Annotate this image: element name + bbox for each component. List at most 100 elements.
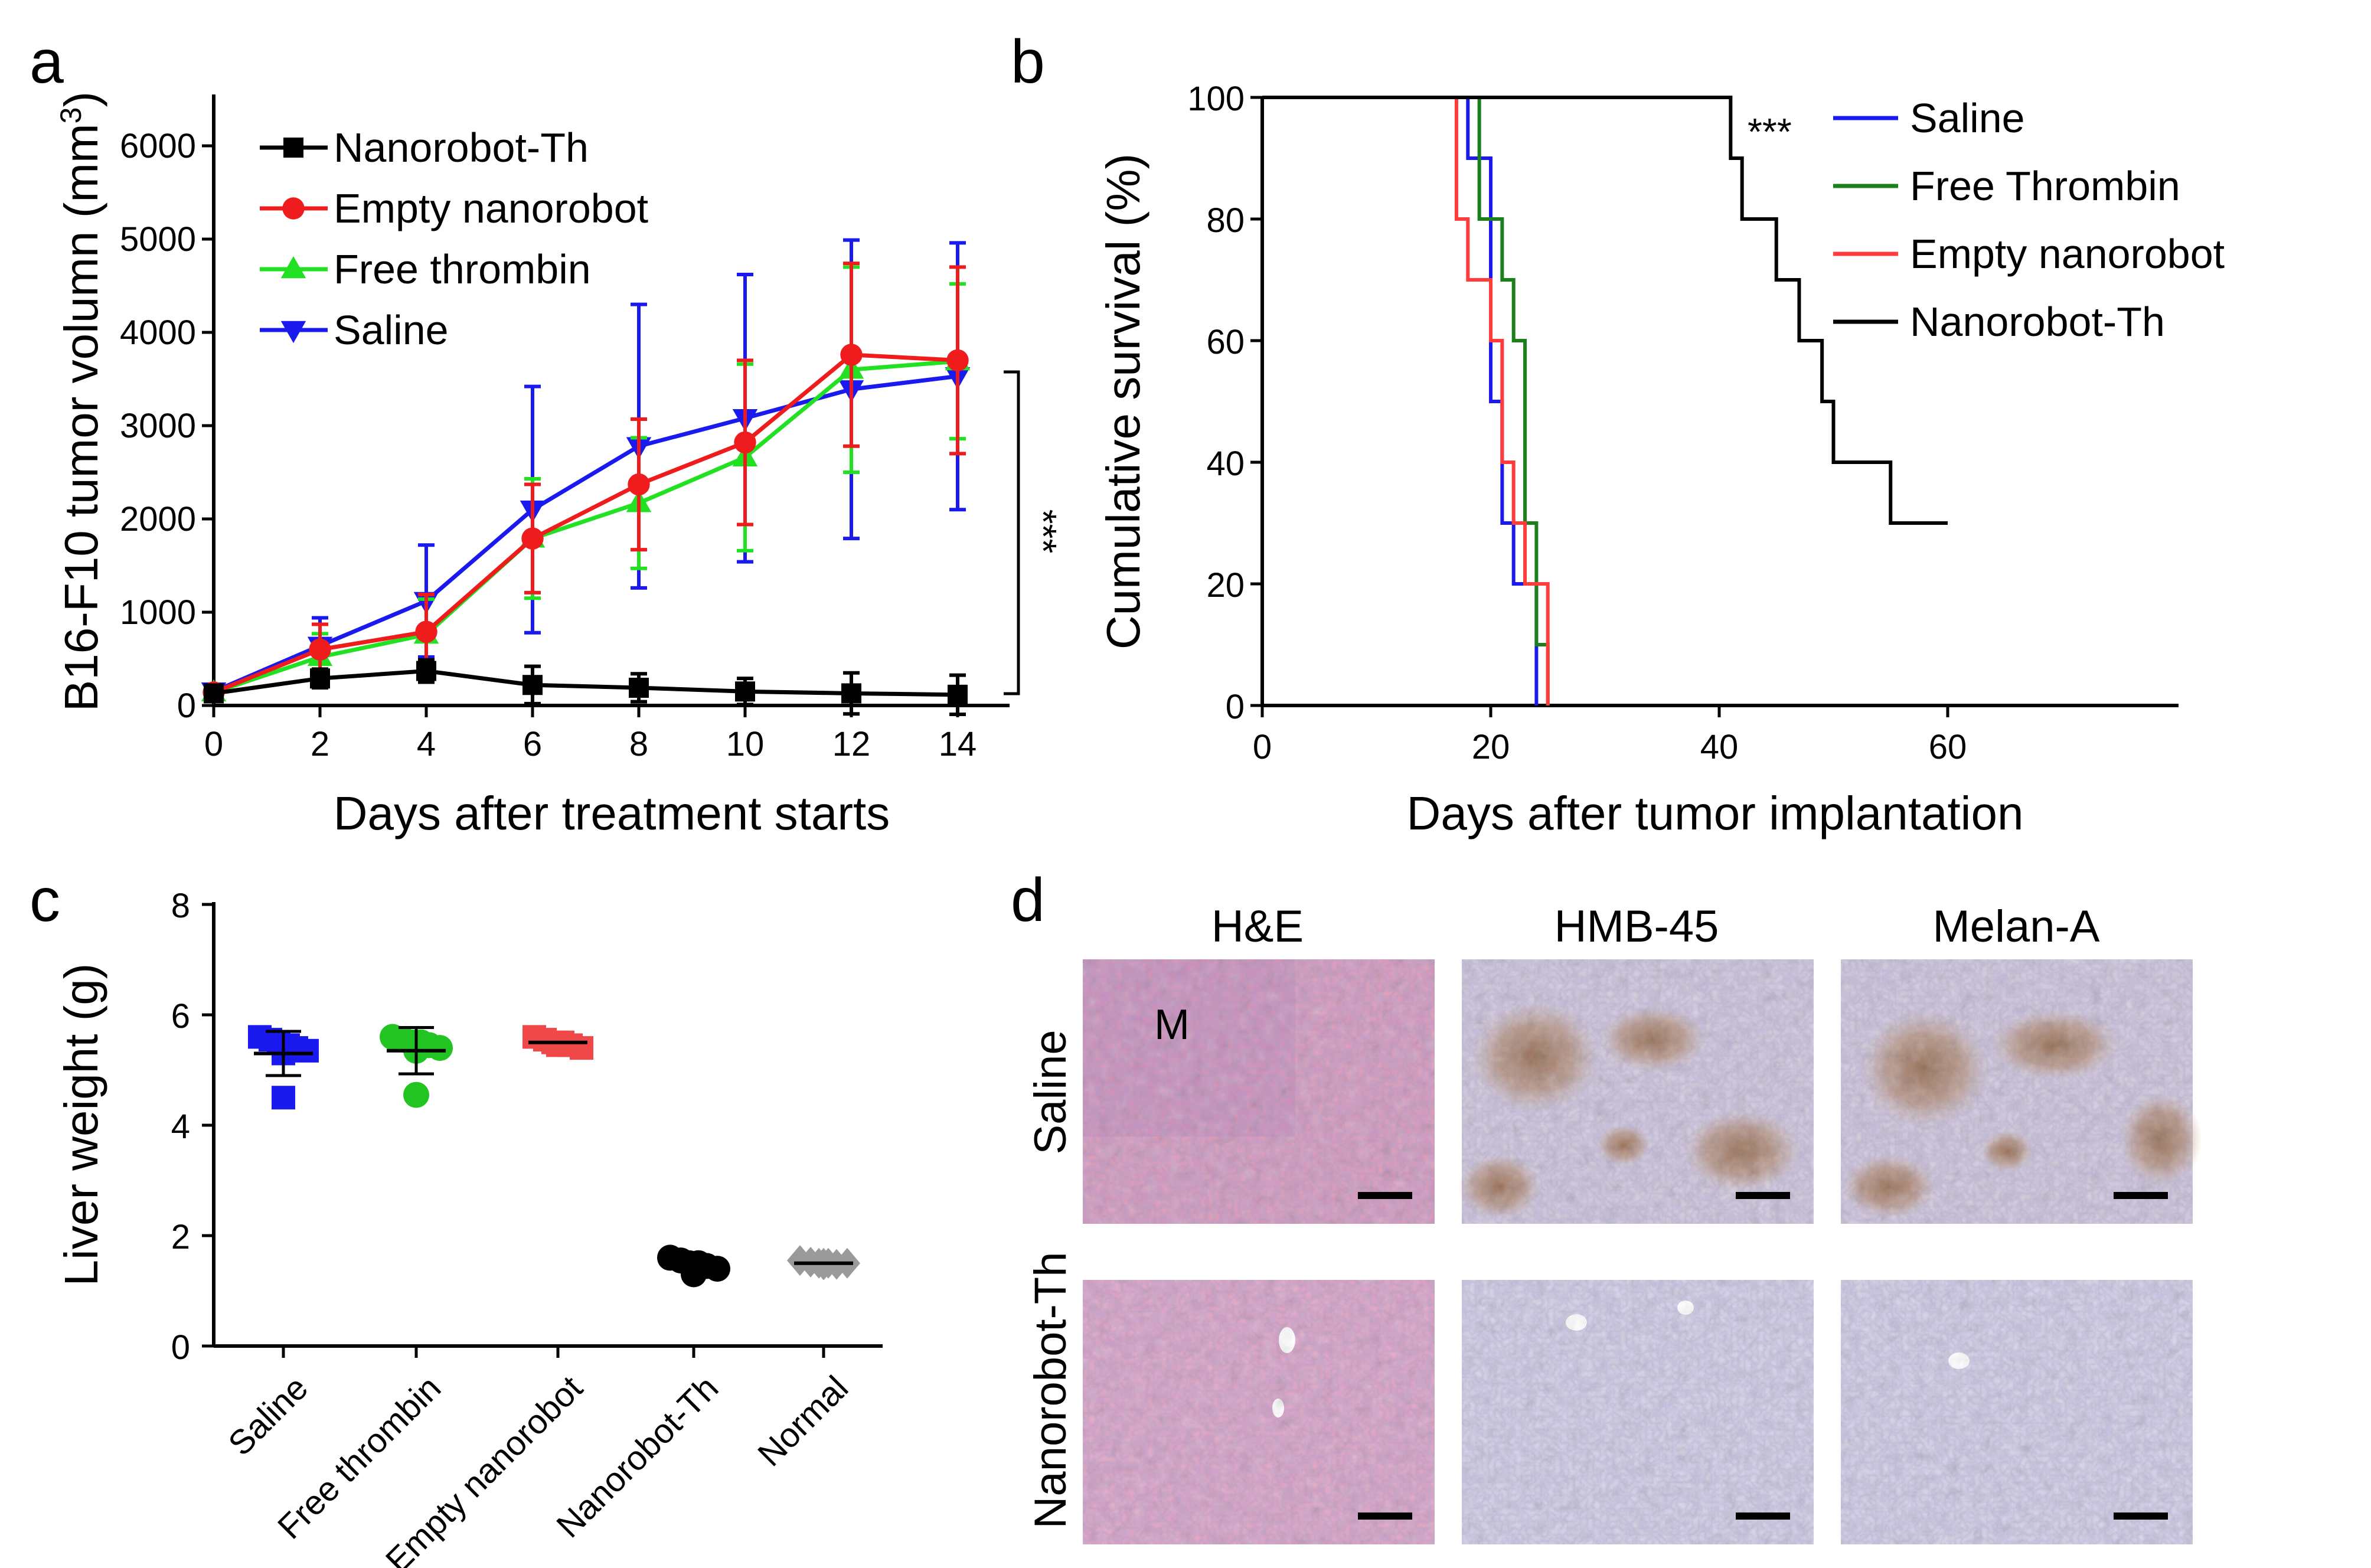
panel-label-d: d xyxy=(1011,866,1045,935)
x-axis-label-b: Days after tumor implantation xyxy=(1407,787,2024,839)
data-point xyxy=(521,527,544,550)
data-point xyxy=(840,344,863,366)
histology-row-nanorobot: Nanorobot-Th xyxy=(1026,1252,1076,1529)
x-tick-label-b: 60 xyxy=(1929,728,1967,766)
series-line xyxy=(213,669,958,697)
data-point xyxy=(570,1036,593,1060)
data-point xyxy=(310,668,330,689)
y-axis-label-a: B16-F10 tumor volumn (mm3) xyxy=(54,92,107,711)
data-point xyxy=(204,683,224,704)
tumor-volume-chart: 0 1000 2000 3000 4000 5000 6000 0 2 4 6 8 10 12 14 Da… xyxy=(54,92,1064,839)
y-tick-label-a: 0 xyxy=(177,687,196,725)
data-point xyxy=(522,675,543,695)
y-axis-label-a-close: ) xyxy=(55,92,107,107)
y-axis-label-c: Liver weight (g) xyxy=(55,963,107,1286)
x-tick-label-b: 20 xyxy=(1472,728,1510,766)
x-tick-label-a: 12 xyxy=(832,725,871,763)
legend-marker xyxy=(282,197,305,220)
x-tick-label-a: 4 xyxy=(417,725,436,763)
histology-col-he: H&E xyxy=(1211,901,1304,952)
micrograph-saline-hmb45 xyxy=(1458,959,1814,1224)
histology-col-melana: Melan-A xyxy=(1933,901,2100,952)
significance-bracket-a xyxy=(1004,370,1020,695)
data-point xyxy=(734,431,756,454)
data-point xyxy=(704,1256,730,1282)
y-tick-label-a: 4000 xyxy=(120,313,196,352)
data-point xyxy=(735,681,755,702)
group-saline xyxy=(248,1025,319,1110)
x-tick-label-a: 10 xyxy=(726,725,765,763)
legend-marker xyxy=(280,256,306,279)
data-point xyxy=(427,1035,453,1061)
legend-label: Empty nanorobot xyxy=(1910,231,2225,277)
data-point xyxy=(309,638,331,661)
data-point xyxy=(841,683,861,704)
legend-label: Nanorobot-Th xyxy=(334,125,589,171)
y-tick-label-a: 2000 xyxy=(120,500,196,538)
series-line xyxy=(213,374,958,694)
data-point xyxy=(946,349,969,372)
data-point xyxy=(416,661,436,681)
data-point xyxy=(272,1086,295,1110)
micrograph-saline-he: M xyxy=(1083,959,1435,1224)
micrograph-nanorobot-melana xyxy=(1841,1280,2193,1544)
y-tick-label-b: 20 xyxy=(1206,566,1245,605)
y-tick-label-c: 0 xyxy=(171,1328,190,1367)
panel-label-b: b xyxy=(1011,28,1045,96)
category-label: Normal xyxy=(750,1368,855,1474)
y-tick-label-a: 5000 xyxy=(120,220,196,259)
data-point xyxy=(948,684,968,705)
y-tick-label-a: 1000 xyxy=(120,593,196,632)
series-line xyxy=(213,359,958,695)
micrograph-saline-melana xyxy=(1841,959,2202,1224)
category-label: Saline xyxy=(221,1368,315,1463)
group-free-thrombin xyxy=(380,1024,453,1108)
series-line xyxy=(213,352,958,695)
y-tick-label-b: 40 xyxy=(1206,445,1245,483)
panel-label-a: a xyxy=(30,28,64,96)
data-point xyxy=(403,1082,429,1108)
legend-label: Free thrombin xyxy=(334,246,591,292)
group-empty-nanorobot xyxy=(522,1025,593,1060)
significance-stars-a: *** xyxy=(1022,509,1064,554)
x-tick-label-a: 8 xyxy=(629,725,648,763)
micrograph-nanorobot-he xyxy=(1083,1280,1435,1544)
metastasis-marker: M xyxy=(1154,1001,1190,1048)
y-tick-label-a: 6000 xyxy=(120,127,196,165)
x-tick-label-b: 0 xyxy=(1253,728,1272,766)
panel-label-c: c xyxy=(30,866,60,935)
legend-label: Saline xyxy=(1910,95,2025,141)
survival-curve-nanorobot-th xyxy=(1262,96,1948,525)
y-tick-label-a: 3000 xyxy=(120,407,196,445)
x-tick-label-a: 0 xyxy=(204,725,223,763)
y-tick-label-b: 60 xyxy=(1206,323,1245,361)
survival-curve-saline xyxy=(1262,96,1539,705)
y-tick-label-b: 100 xyxy=(1187,80,1245,118)
data-point xyxy=(295,1038,319,1063)
legend-marker xyxy=(283,138,303,158)
x-tick-label-a: 14 xyxy=(939,725,977,763)
histology-col-hmb45: HMB-45 xyxy=(1554,901,1719,952)
histology-panel: H&E HMB-45 Melan-A Saline Nanorobot-Th M xyxy=(1026,901,2202,1544)
x-tick-label-a: 2 xyxy=(311,725,329,763)
data-point xyxy=(415,620,437,643)
data-point xyxy=(681,1261,707,1288)
y-tick-label-c: 4 xyxy=(171,1108,190,1146)
legend-marker xyxy=(280,321,306,344)
legend-label: Empty nanorobot xyxy=(334,185,648,231)
series-free-thrombin xyxy=(201,265,971,702)
micrograph-nanorobot-hmb45 xyxy=(1462,1280,1814,1544)
legend-label: Free Thrombin xyxy=(1910,163,2180,209)
x-tick-label-b: 40 xyxy=(1700,728,1739,766)
group-normal xyxy=(787,1245,860,1280)
x-tick-label-a: 6 xyxy=(523,725,542,763)
y-tick-label-c: 2 xyxy=(171,1218,190,1256)
y-tick-label-c: 6 xyxy=(171,997,190,1035)
legend-label: Saline xyxy=(334,307,449,353)
y-tick-label-c: 8 xyxy=(171,887,190,925)
series-nanorobot-th xyxy=(204,658,968,717)
significance-stars-b: *** xyxy=(1748,110,1792,153)
survival-curve-empty-nanorobot xyxy=(1262,96,1550,705)
